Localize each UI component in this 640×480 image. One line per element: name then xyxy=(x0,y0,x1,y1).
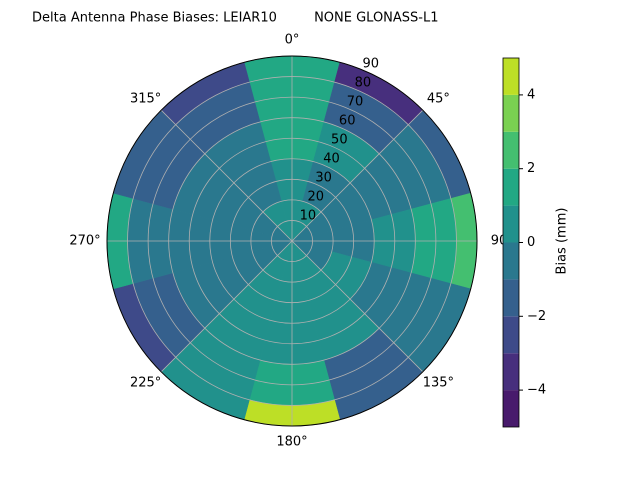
r-tick-label: 40 xyxy=(323,152,340,167)
colorbar-segment xyxy=(503,390,519,427)
colorbar-segment xyxy=(503,131,519,169)
colorbar-tick-label: 4 xyxy=(527,87,535,102)
grid-spoke xyxy=(291,240,424,373)
colorbar-segment xyxy=(503,316,519,354)
grid-spoke xyxy=(291,109,424,242)
r-tick-label: 50 xyxy=(331,133,348,148)
grid-spoke xyxy=(160,240,293,373)
colorbar-segment xyxy=(503,58,519,95)
r-tick-label: 10 xyxy=(300,209,317,224)
theta-tick-label: 135° xyxy=(423,376,454,391)
colorbar-tick-label: 2 xyxy=(527,161,535,176)
colorbar-tick-label: −4 xyxy=(527,383,546,398)
polar-frame xyxy=(106,55,478,427)
colorbar-segment xyxy=(503,168,519,206)
r-tick-label: 60 xyxy=(339,114,356,129)
theta-tick-label: 0° xyxy=(285,33,300,48)
theta-tick-label: 315° xyxy=(130,91,161,106)
colorbar-tick-label: 0 xyxy=(527,235,535,250)
r-tick-label: 80 xyxy=(355,76,372,91)
colorbar-segment xyxy=(503,205,519,243)
colorbar-label: Bias (mm) xyxy=(555,208,570,275)
chart-title: Delta Antenna Phase Biases: LEIAR10 NONE… xyxy=(32,11,439,26)
colorbar-segment xyxy=(503,94,519,132)
colorbar-segment xyxy=(503,353,519,391)
grid-spoke xyxy=(160,109,293,242)
r-tick-label: 70 xyxy=(347,95,364,110)
theta-tick-label: 225° xyxy=(130,376,161,391)
theta-tick-label: 270° xyxy=(69,234,100,249)
theta-tick-label: 45° xyxy=(427,91,450,106)
theta-tick-label: 180° xyxy=(276,435,307,450)
colorbar-tick-label: −2 xyxy=(527,309,546,324)
colorbar-segment xyxy=(503,242,519,280)
r-tick-label: 20 xyxy=(307,190,324,205)
colorbar-segment xyxy=(503,279,519,317)
r-tick-label: 30 xyxy=(315,171,332,186)
r-tick-label: 90 xyxy=(363,57,380,72)
